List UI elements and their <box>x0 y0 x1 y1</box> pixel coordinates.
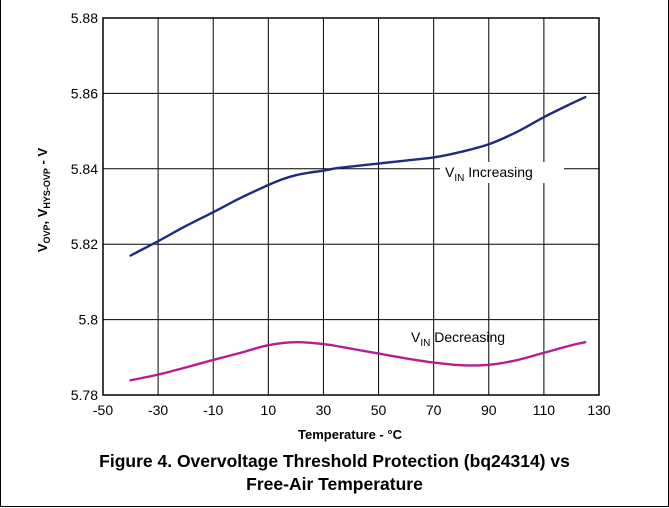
y-tick-label: 5.8 <box>79 312 99 328</box>
caption-line-2: Free-Air Temperature <box>246 474 423 494</box>
y-tick-label: 5.84 <box>71 161 98 177</box>
series-line-increasing <box>129 95 587 257</box>
annotation-increasing: VIN Increasing <box>445 164 533 184</box>
x-tick-label: 70 <box>426 402 442 418</box>
y-axis-title-v2: V <box>35 208 50 217</box>
y-tick-label: 5.86 <box>71 85 98 101</box>
y-axis-title-sep: , <box>35 217 50 224</box>
grid <box>102 17 600 396</box>
x-tick-label: -50 <box>93 402 113 418</box>
annotation-text: Decreasing <box>430 329 505 345</box>
annotation-text: Increasing <box>464 164 532 180</box>
x-tick-label: 50 <box>371 402 387 418</box>
plot-area <box>102 17 600 396</box>
y-axis-title-sub2: HYS-OVP <box>42 168 52 209</box>
x-tick-label: 110 <box>533 402 556 418</box>
y-tick-label: 5.82 <box>71 236 98 252</box>
figure-caption: Figure 4. Overvoltage Threshold Protecti… <box>0 450 669 496</box>
annotation-v: V <box>411 329 421 345</box>
y-axis-title-tail: - V <box>35 148 50 169</box>
x-tick-label: 90 <box>481 402 497 418</box>
x-tick-label: 130 <box>587 402 611 418</box>
series-line-decreasing <box>129 341 587 382</box>
x-axis-ticks: -50 -30 -10 10 30 50 70 90 110 130 <box>93 402 611 418</box>
annotation-v: V <box>445 164 455 180</box>
line-chart: -50 -30 -10 10 30 50 70 90 110 130 5.78 5.8 5.82 5.8… <box>35 10 611 442</box>
annotation-decreasing: VIN Decreasing <box>411 329 505 349</box>
y-axis-title: VOVP, VHYS-OVP - V <box>35 148 52 253</box>
y-axis-title-sub1: OVP <box>42 224 52 243</box>
annotation-sub: IN <box>420 338 430 349</box>
y-axis-ticks: 5.78 5.8 5.82 5.84 5.86 5.88 <box>71 10 98 403</box>
y-axis-title-v1: V <box>35 243 50 252</box>
x-axis-title: Temperature - °C <box>298 427 403 442</box>
annotation-sub: IN <box>454 173 464 184</box>
y-tick-label: 5.88 <box>71 10 98 26</box>
series-layer <box>129 95 587 382</box>
x-tick-label: 10 <box>261 402 277 418</box>
y-tick-label: 5.78 <box>71 387 98 403</box>
caption-line-1: Figure 4. Overvoltage Threshold Protecti… <box>99 451 570 471</box>
x-tick-label: -30 <box>148 402 168 418</box>
x-tick-label: 30 <box>316 402 332 418</box>
x-tick-label: -10 <box>203 402 223 418</box>
annotation-bg-increasing <box>440 162 564 183</box>
